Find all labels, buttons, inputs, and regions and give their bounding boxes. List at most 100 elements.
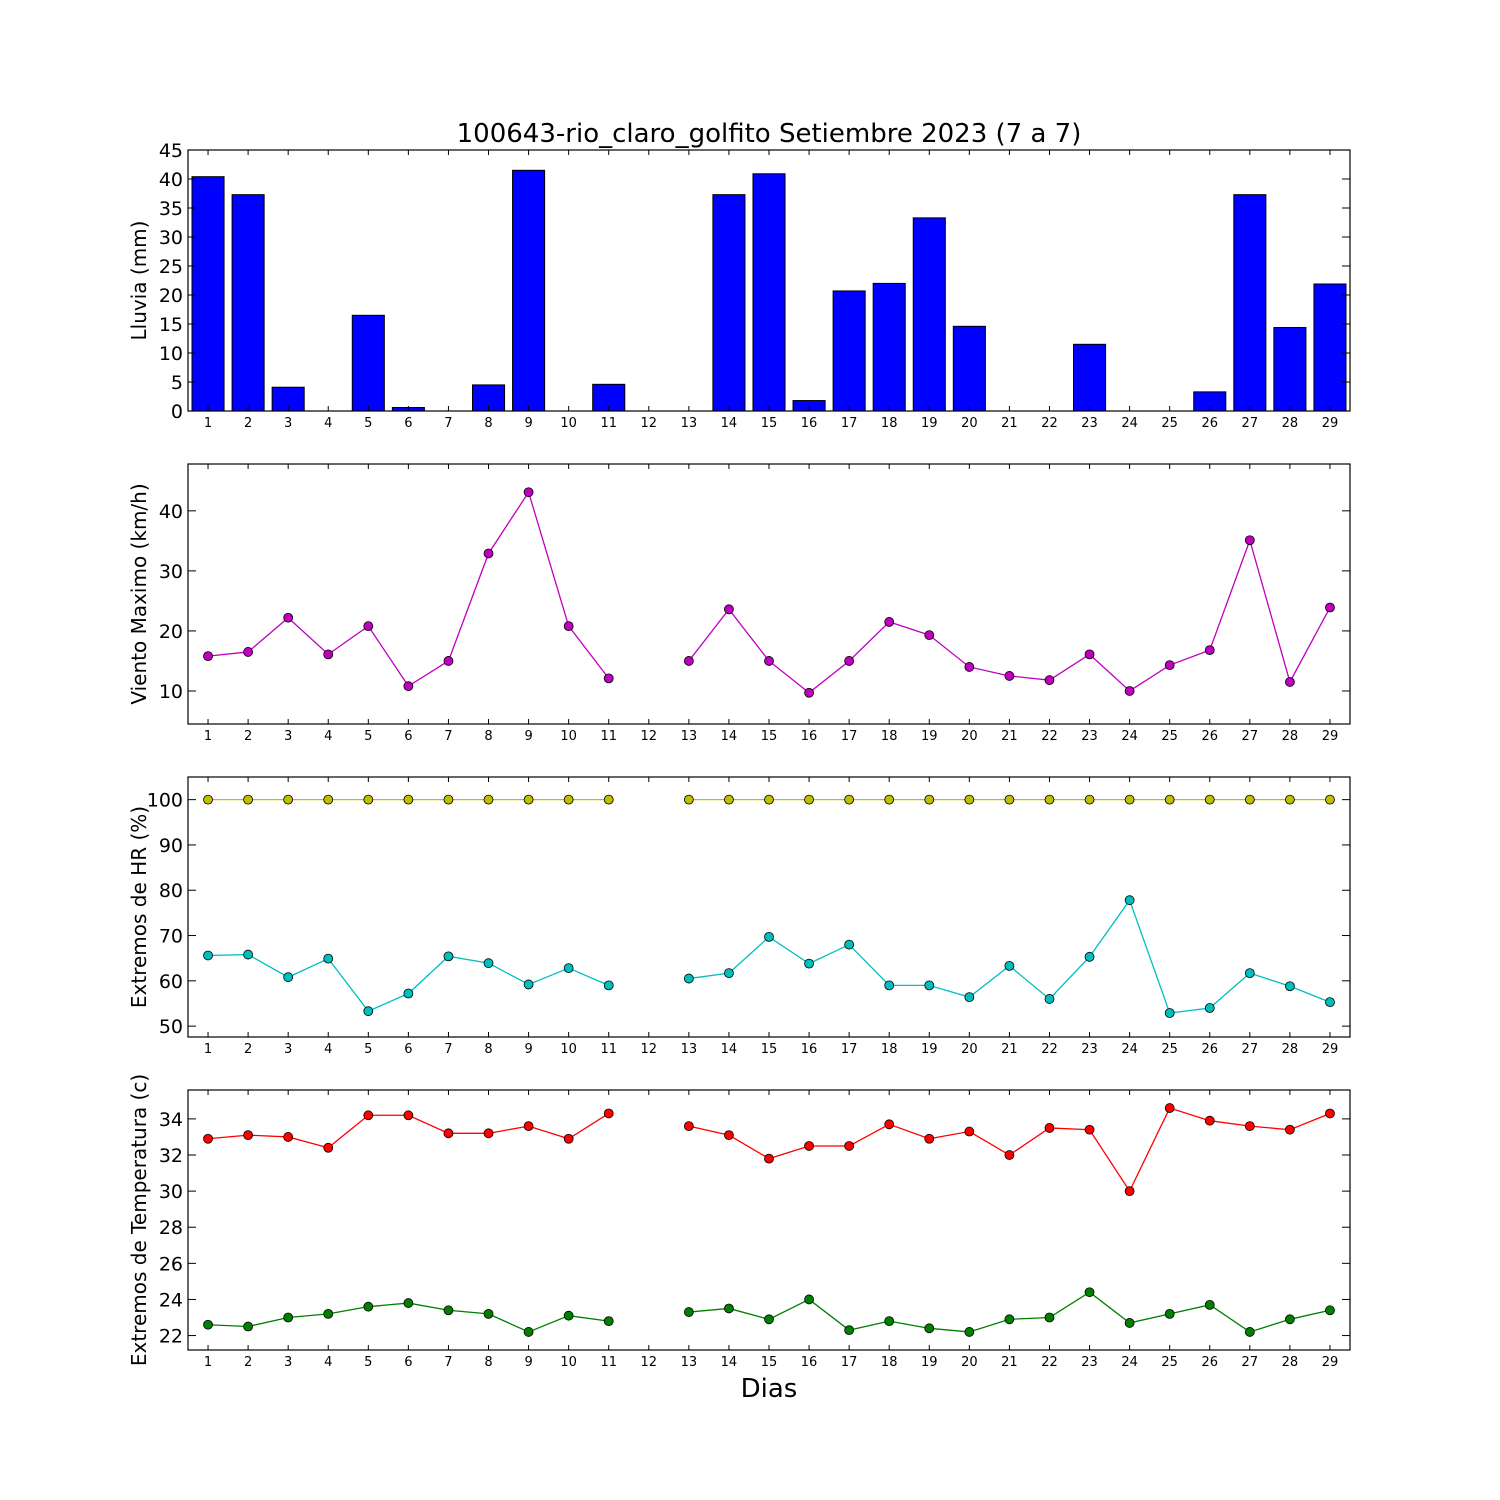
x-tick-label: 12 (641, 1042, 658, 1057)
series-1-point-day-6 (403, 681, 414, 692)
series-2-point-day-7 (443, 1305, 454, 1316)
x-tick-label: 25 (1161, 1042, 1178, 1057)
series-1-point-day-28 (1285, 677, 1295, 687)
y-tick-label: 32 (159, 1145, 183, 1167)
series-1-point-day-29 (1325, 1108, 1335, 1119)
x-tick-label: 14 (721, 1355, 738, 1370)
y-tick-label: 15 (159, 314, 183, 336)
y-tick-label: 26 (159, 1253, 183, 1275)
series-2-point-day-10 (563, 963, 574, 974)
x-tick-label: 22 (1041, 729, 1058, 744)
bar-day-20 (952, 325, 986, 412)
x-tick-label: 9 (524, 416, 532, 431)
bar-day-27 (1233, 194, 1267, 412)
x-tick-label: 22 (1041, 1042, 1058, 1057)
x-tick-label: 26 (1201, 1042, 1218, 1057)
bar-day-5 (351, 314, 385, 412)
series-1-point-day-17 (844, 1141, 855, 1151)
series-1-point-day-5 (363, 794, 374, 805)
series-1-point-day-9 (523, 1121, 534, 1132)
y-tick-label: 25 (159, 256, 183, 278)
series-1-point-day-28 (1285, 1124, 1295, 1135)
series-2-point-day-13 (683, 1307, 694, 1317)
series-2-point-day-10 (563, 1310, 574, 1321)
series-1-point-day-25 (1164, 660, 1175, 671)
y-tick-label: 45 (159, 140, 183, 162)
series-1-point-day-9 (523, 794, 534, 805)
x-tick-label: 19 (921, 1042, 938, 1057)
series-2-point-day-6 (403, 1298, 414, 1308)
x-tick-label: 18 (881, 1042, 898, 1057)
series-1-point-day-19 (924, 630, 935, 641)
panel-2-y-axis-label: Viento Maximo (km/h) (127, 483, 151, 704)
series-1-point-day-24 (1124, 1186, 1135, 1197)
series-2-point-day-1 (203, 950, 213, 961)
series-1-point-day-20 (964, 662, 975, 672)
x-tick-label: 29 (1322, 1355, 1339, 1370)
bar-day-17 (832, 290, 866, 412)
series-2-point-day-8 (483, 958, 494, 969)
series-1-point-day-19 (924, 794, 935, 805)
bar-day-29 (1313, 283, 1347, 412)
series-2-point-day-11 (603, 980, 614, 991)
x-tick-label: 8 (484, 1355, 492, 1370)
bar-day-19 (912, 217, 946, 412)
x-tick-label: 2 (244, 1355, 252, 1370)
series-2-point-day-24 (1124, 895, 1135, 906)
series-2-point-day-25 (1164, 1008, 1175, 1018)
series-1-point-day-17 (844, 794, 855, 805)
series-2-point-day-29 (1325, 997, 1335, 1008)
series-1-point-day-8 (483, 548, 494, 559)
series-1-point-day-10 (563, 621, 574, 632)
series-1-point-day-3 (283, 794, 294, 805)
series-1-point-day-17 (844, 656, 855, 666)
series-2-point-day-2 (243, 949, 254, 960)
series-1-point-day-10 (563, 794, 574, 805)
series-1-point-day-4 (323, 1142, 334, 1153)
series-1-point-day-24 (1124, 686, 1135, 696)
y-tick-label: 30 (159, 561, 183, 583)
x-tick-label: 9 (524, 1042, 532, 1057)
x-tick-label: 8 (484, 416, 492, 431)
x-tick-label: 3 (284, 1355, 292, 1370)
series-2-point-day-9 (523, 1327, 534, 1337)
y-tick-label: 80 (159, 880, 183, 902)
x-tick-label: 10 (560, 1042, 577, 1057)
series-1-point-day-27 (1244, 1121, 1255, 1132)
y-tick-label: 40 (159, 169, 183, 191)
series-1-point-day-8 (483, 1128, 494, 1139)
series-1-point-day-22 (1044, 1123, 1055, 1133)
x-tick-label: 2 (244, 416, 252, 431)
series-2-point-day-19 (924, 1323, 935, 1334)
x-tick-label: 20 (961, 729, 978, 744)
series-2-point-day-23 (1084, 1287, 1095, 1298)
y-tick-label: 28 (159, 1217, 183, 1239)
series-1-point-day-24 (1124, 794, 1135, 805)
x-tick-label: 20 (961, 1042, 978, 1057)
series-2-point-day-4 (323, 1308, 334, 1319)
chart-panels: 1 2 3 4 5 6 7 8 9 10 11 12 13 14 15 16 17 18 19 20 21 22 23 24 2… (127, 140, 1351, 1370)
series-1-point-day-22 (1044, 675, 1055, 686)
series-2-point-day-21 (1004, 1314, 1015, 1325)
x-tick-label: 23 (1081, 416, 1098, 431)
bar-day-18 (872, 282, 906, 412)
x-tick-label: 9 (524, 729, 532, 744)
series-2-point-day-20 (964, 1327, 975, 1337)
series-1-point-day-3 (283, 1132, 294, 1142)
x-tick-label: 18 (881, 729, 898, 744)
x-tick-label: 3 (284, 416, 292, 431)
series-1-point-day-18 (884, 1119, 895, 1130)
x-tick-label: 28 (1282, 1355, 1299, 1370)
x-tick-label: 9 (524, 1355, 532, 1370)
series-1-point-day-1 (203, 794, 213, 805)
panel-3: 1 2 3 4 5 6 7 8 9 10 11 12 13 14 15 16 17 18 19 20 21 22 23 24 2… (127, 776, 1351, 1057)
x-tick-label: 15 (761, 729, 778, 744)
series-1-point-day-11 (603, 1108, 614, 1119)
x-tick-label: 14 (721, 416, 738, 431)
y-tick-label: 40 (159, 501, 183, 523)
x-tick-label: 7 (444, 1355, 452, 1370)
y-tick-label: 50 (159, 1016, 183, 1038)
series-2-point-day-3 (283, 972, 294, 983)
panel-3-y-axis-label: Extremos de HR (%) (127, 806, 151, 1008)
